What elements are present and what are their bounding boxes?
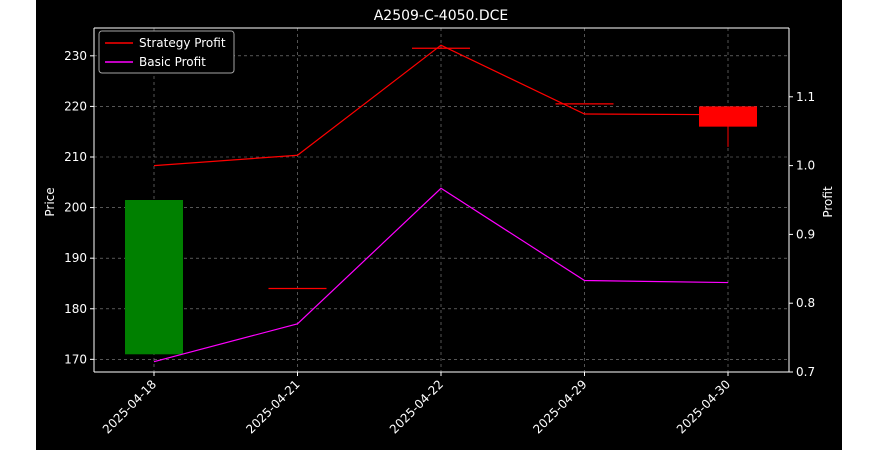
legend: Strategy Profit Basic Profit	[98, 30, 235, 74]
x-tick-label-0: 2025-04-18	[100, 377, 159, 436]
y-axis-label-left: Price	[43, 187, 57, 216]
left-tick-label-3: 200	[64, 201, 87, 215]
candle-body-0	[125, 200, 183, 355]
left-tick-label-6: 230	[64, 49, 87, 63]
left-tick-label-2: 190	[64, 251, 87, 265]
y-axis-label-right: Profit	[821, 186, 835, 218]
series-line-strategy-profit	[153, 44, 729, 167]
x-tick-label-2: 2025-04-22	[387, 377, 446, 436]
left-tick-label-4: 210	[64, 150, 87, 164]
x-tick-label-4: 2025-04-30	[674, 377, 733, 436]
right-tick-label-0: 0.7	[796, 365, 815, 379]
legend-label-basic-profit: Basic Profit	[139, 55, 206, 69]
candle-body-4	[699, 106, 757, 127]
chart-title: A2509-C-4050.DCE	[374, 8, 509, 24]
right-tick-label-2: 0.9	[796, 227, 815, 241]
x-tick-label-3: 2025-04-29	[530, 377, 589, 436]
candles	[125, 47, 757, 355]
legend-label-strategy-profit: Strategy Profit	[139, 36, 226, 50]
chart-figure: 170 180 190 200 210 220 230 0.7 0.8 0.9 1.0 1.1 2025…	[36, 0, 842, 450]
left-tick-label-5: 220	[64, 99, 87, 113]
x-tick-label-1: 2025-04-21	[243, 377, 302, 436]
right-tick-label-3: 1.0	[796, 159, 815, 173]
right-tick-label-1: 0.8	[796, 296, 815, 310]
left-tick-label-0: 170	[64, 352, 87, 366]
left-tick-label-1: 180	[64, 302, 87, 316]
profit-lines	[153, 44, 729, 363]
candlestick-profit-chart: 170 180 190 200 210 220 230 0.7 0.8 0.9 1.0 1.1 2025…	[43, 8, 835, 436]
grid	[94, 28, 789, 372]
right-tick-label-4: 1.1	[796, 90, 815, 104]
